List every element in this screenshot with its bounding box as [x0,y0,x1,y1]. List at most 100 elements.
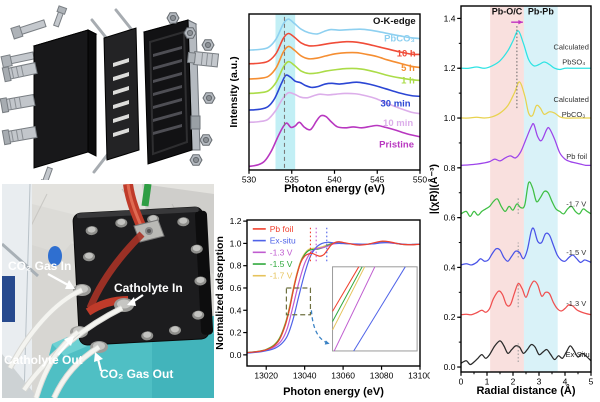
annotation-1-5-v: -1.5 V [566,248,586,257]
series-calculated-pbco [460,81,591,119]
panel-cell-render [0,0,228,180]
annotation-pristine: Pristine [379,140,414,151]
series-pristine [248,114,421,168]
x-axis-label: Photon energy (eV) [284,183,385,195]
x-tick-label: 540 [327,175,341,185]
x-tick-label: 0 [459,377,464,387]
plot-border [246,219,421,367]
annotation-pb-pb: Pb-Pb [528,7,555,17]
series-calculated-pbso [460,30,591,71]
blue-clamp [48,246,62,266]
label-co2-gas-out: CO₂ Gas Out [100,367,173,381]
series-pb-foil [460,122,592,167]
series-1-h [248,60,421,95]
legend-entry-1-5-v: -1.5 V [270,259,293,269]
series-10-min [248,91,421,124]
y-tick-label: 0.4 [444,262,456,272]
label-co2-gas-in: CO₂ Gas In [8,259,71,273]
annotation-10-h: 10 h [397,49,416,60]
y-tick-label: 0.8 [444,163,456,173]
arrow-head [324,340,330,345]
annotation-calculated: Calculated [553,43,588,52]
y-tick-label: 1.4 [444,13,456,23]
y-axis-label: Intensity (a.u.) [230,56,240,127]
x-axis-label: Radial distance (Å) [476,384,575,397]
series-ex-situ [460,340,592,366]
y-axis-label: |(χR)|(Å⁻³) [428,164,440,214]
legend-entry-1-7-v: -1.7 V [270,271,293,281]
inset-line [332,266,366,331]
annotation-pb-o-c: Pb-O/C [492,7,523,17]
x-tick-label: 13020 [254,371,278,381]
bolt-icon [38,166,53,180]
clip-screw-center [147,229,151,233]
end-plate-left [0,5,98,180]
y-tick-label: 0.4 [230,305,242,315]
annotation-pb-foil: Pb foil [566,152,587,161]
y-tick-label: 0.2 [444,312,456,322]
series-pbco [248,18,421,51]
flow-field-plate [142,19,220,165]
bolt-heads [83,214,207,341]
tube-fitting-icon [1,126,38,146]
y-tick-label: 0.0 [230,350,242,360]
x-tick-label: 13040 [293,371,317,381]
x-tick-label: 530 [242,175,256,185]
label-catholyte-in: Catholyte In [114,281,183,295]
y-tick-label: 0.0 [444,362,456,372]
annotation-5-h: 5 h [401,63,415,74]
annotation-ex-situ: Ex-Situ [566,350,590,359]
x-tick-label: 535 [285,175,299,185]
series-1-3-v [460,280,592,316]
annotation-1-7-v: -1.7 V [566,199,586,208]
chart-pb-xanes: Pb foil Ex-situ-1.3 V -1.5 V -1.7 V 13020 130… [214,216,430,398]
inset-line [332,266,363,322]
arrow-head [518,20,523,25]
glass-edge [23,184,31,398]
annotation-pbso: PbSO₄ [562,58,585,67]
annotation-o-k-edge: O-K-edge [373,16,416,27]
bolt-icon [10,19,47,40]
y-tick-label: 1.0 [230,238,242,248]
serpentine-channel [153,46,182,135]
x-tick-label: 550 [413,175,427,185]
x-tick-label: 5 [589,377,594,387]
series-1-7-v [460,181,592,218]
y-tick-label: 1.0 [444,113,456,123]
y-tick-label: 0.6 [230,283,242,293]
inset-line [333,266,376,352]
annotation-pbco: PbCO₃ [562,110,585,119]
tube-fitting-icon [1,62,38,83]
x-tick-label: 4 [563,377,568,387]
annotation-pbco: PbCO₃ [384,33,415,44]
chart-o-k-edge-xas: O-K-edge PbCO₃ 10 h 5 h1 h 30 min 10 min Prist… [230,13,427,195]
hex-nuts [166,12,216,166]
series-pb-foil [246,240,421,354]
annotation-calculated: Calculated [553,95,588,104]
series-ex-situ [246,241,421,354]
legend-entry-ex-situ: Ex-situ [270,236,296,246]
x-axis-label: Photon energy (eV) [283,386,384,398]
y-tick-label: 0.2 [230,328,242,338]
inset-line [332,266,360,312]
dashed-box [285,287,312,316]
y-tick-label: 1.2 [230,216,242,226]
annotation-10-min: 10 min [383,118,413,129]
series-30-min [248,74,421,111]
tube-fitting-icon [0,94,36,114]
tube-fitting-icon [186,50,220,68]
stand-rod [2,242,39,278]
legend-entry-pb-foil: Pb foil [270,224,294,234]
x-tick-label: 13060 [331,371,355,381]
x-tick-label: 545 [370,175,384,185]
annotation-1-h: 1 h [401,75,415,86]
annotation-arrows [47,273,144,372]
arrow [310,310,330,345]
x-tick-label: 1 [485,377,490,387]
inset-line [353,266,406,352]
side-tab [190,115,201,130]
y-tick-label: 1.2 [444,63,456,73]
x-tick-label: 13080 [370,371,394,381]
gasket-plate [90,8,140,174]
chart-exafs-radial-distance: Pb-O/C Pb-Pb Calculated PbSO₄ Calculated PbCO… [428,5,594,397]
